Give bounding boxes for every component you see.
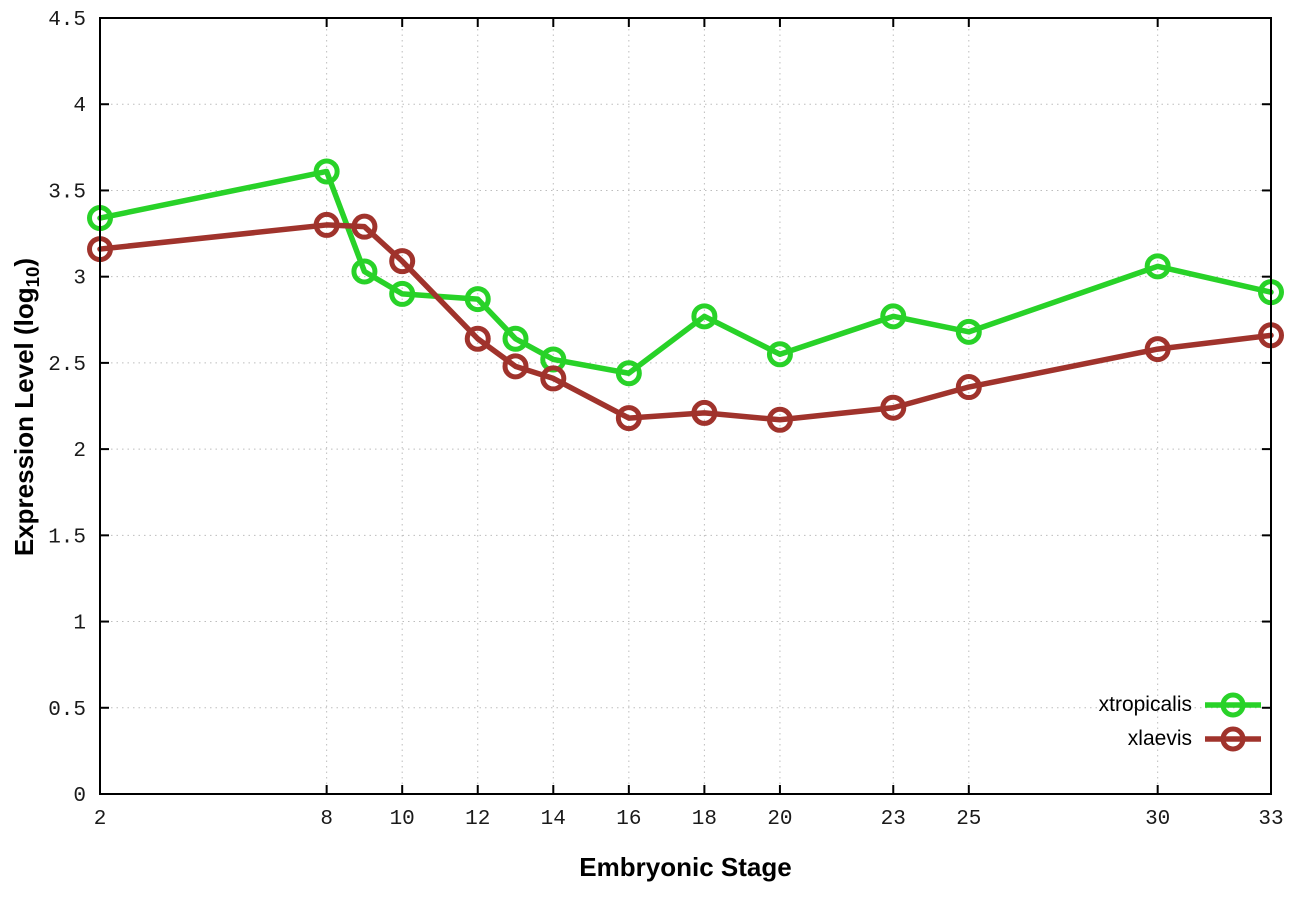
y-tick-label: 3 [73,268,86,291]
legend-sample-xlaevis-line-icon [1205,726,1261,752]
y-axis-title-subscript: 10 [22,266,44,288]
y-tick-label: 4 [73,95,86,118]
plot-border [99,17,1272,795]
series-xtropicalis [87,158,1284,387]
y-tick-label: 2.5 [48,354,86,377]
y-tick-label: 3.5 [48,181,86,204]
x-tick-label: 8 [320,808,333,831]
y-tick-label: 2 [73,440,86,463]
data-point-xlaevis [1144,336,1171,363]
legend-label-xlaevis: xlaevis [1127,727,1192,750]
x-tick-label: 14 [541,808,566,831]
legend-item-xlaevis: xlaevis [1099,722,1262,756]
data-point-xlaevis [691,399,718,426]
y-tick-label: 0 [73,785,86,808]
data-point-xtropicalis [955,318,982,345]
x-tick-label: 30 [1145,808,1170,831]
legend-item-xtropicalis: xtropicalis [1099,688,1262,722]
data-point-xlaevis [464,325,491,352]
x-tick-label: 2 [94,808,107,831]
x-tick-label: 10 [390,808,415,831]
data-point-xtropicalis [691,303,718,330]
x-tick-labels: 2 8 10 12 14 16 18 20 23 25 30 33 [94,808,1284,831]
data-point-xlaevis [351,213,378,240]
y-tick-label: 0.5 [48,699,86,722]
legend: xtropicalis xlaevis [1099,688,1262,756]
legend-sample-xtropicalis-line-icon [1205,692,1261,718]
x-tick-label: 20 [767,808,792,831]
data-point-xlaevis [313,211,340,238]
y-axis-title: Expression Level (log10) [9,157,43,657]
y-tick-label: 4.5 [48,9,86,32]
x-tick-label: 25 [956,808,981,831]
gridlines [99,17,1272,795]
data-point-xlaevis [540,365,567,392]
y-axis-title-text: Expression Level (log [9,287,39,557]
data-point-xlaevis [880,394,907,421]
x-tick-label: 16 [616,808,641,831]
x-tick-label: 23 [881,808,906,831]
y-axis-title-close: ) [9,257,39,267]
x-tick-label: 33 [1258,808,1283,831]
data-point-xlaevis [389,248,416,275]
data-point-xtropicalis [615,360,642,387]
data-point-xlaevis [502,353,529,380]
data-point-xtropicalis [389,280,416,307]
y-tick-labels: 0 0.5 1 1.5 2 2.5 3 3.5 4 4.5 [48,9,86,808]
x-axis-title: Embryonic Stage [579,852,792,882]
x-tick-label: 12 [465,808,490,831]
y-tick-label: 1 [73,613,86,636]
data-point-xtropicalis [766,341,793,368]
data-point-xlaevis [955,374,982,401]
data-point-xlaevis [615,405,642,432]
data-point-xtropicalis [502,325,529,352]
data-point-xtropicalis [880,303,907,330]
legend-label-xtropicalis: xtropicalis [1098,693,1192,716]
data-point-xtropicalis [351,258,378,285]
data-point-xlaevis [766,406,793,433]
data-point-xtropicalis [313,158,340,185]
data-point-xtropicalis [464,286,491,313]
y-tick-label: 1.5 [48,526,86,549]
data-point-xtropicalis [1144,253,1171,280]
series-xlaevis [87,211,1284,433]
tick-marks [99,17,1272,795]
x-tick-label: 18 [692,808,717,831]
